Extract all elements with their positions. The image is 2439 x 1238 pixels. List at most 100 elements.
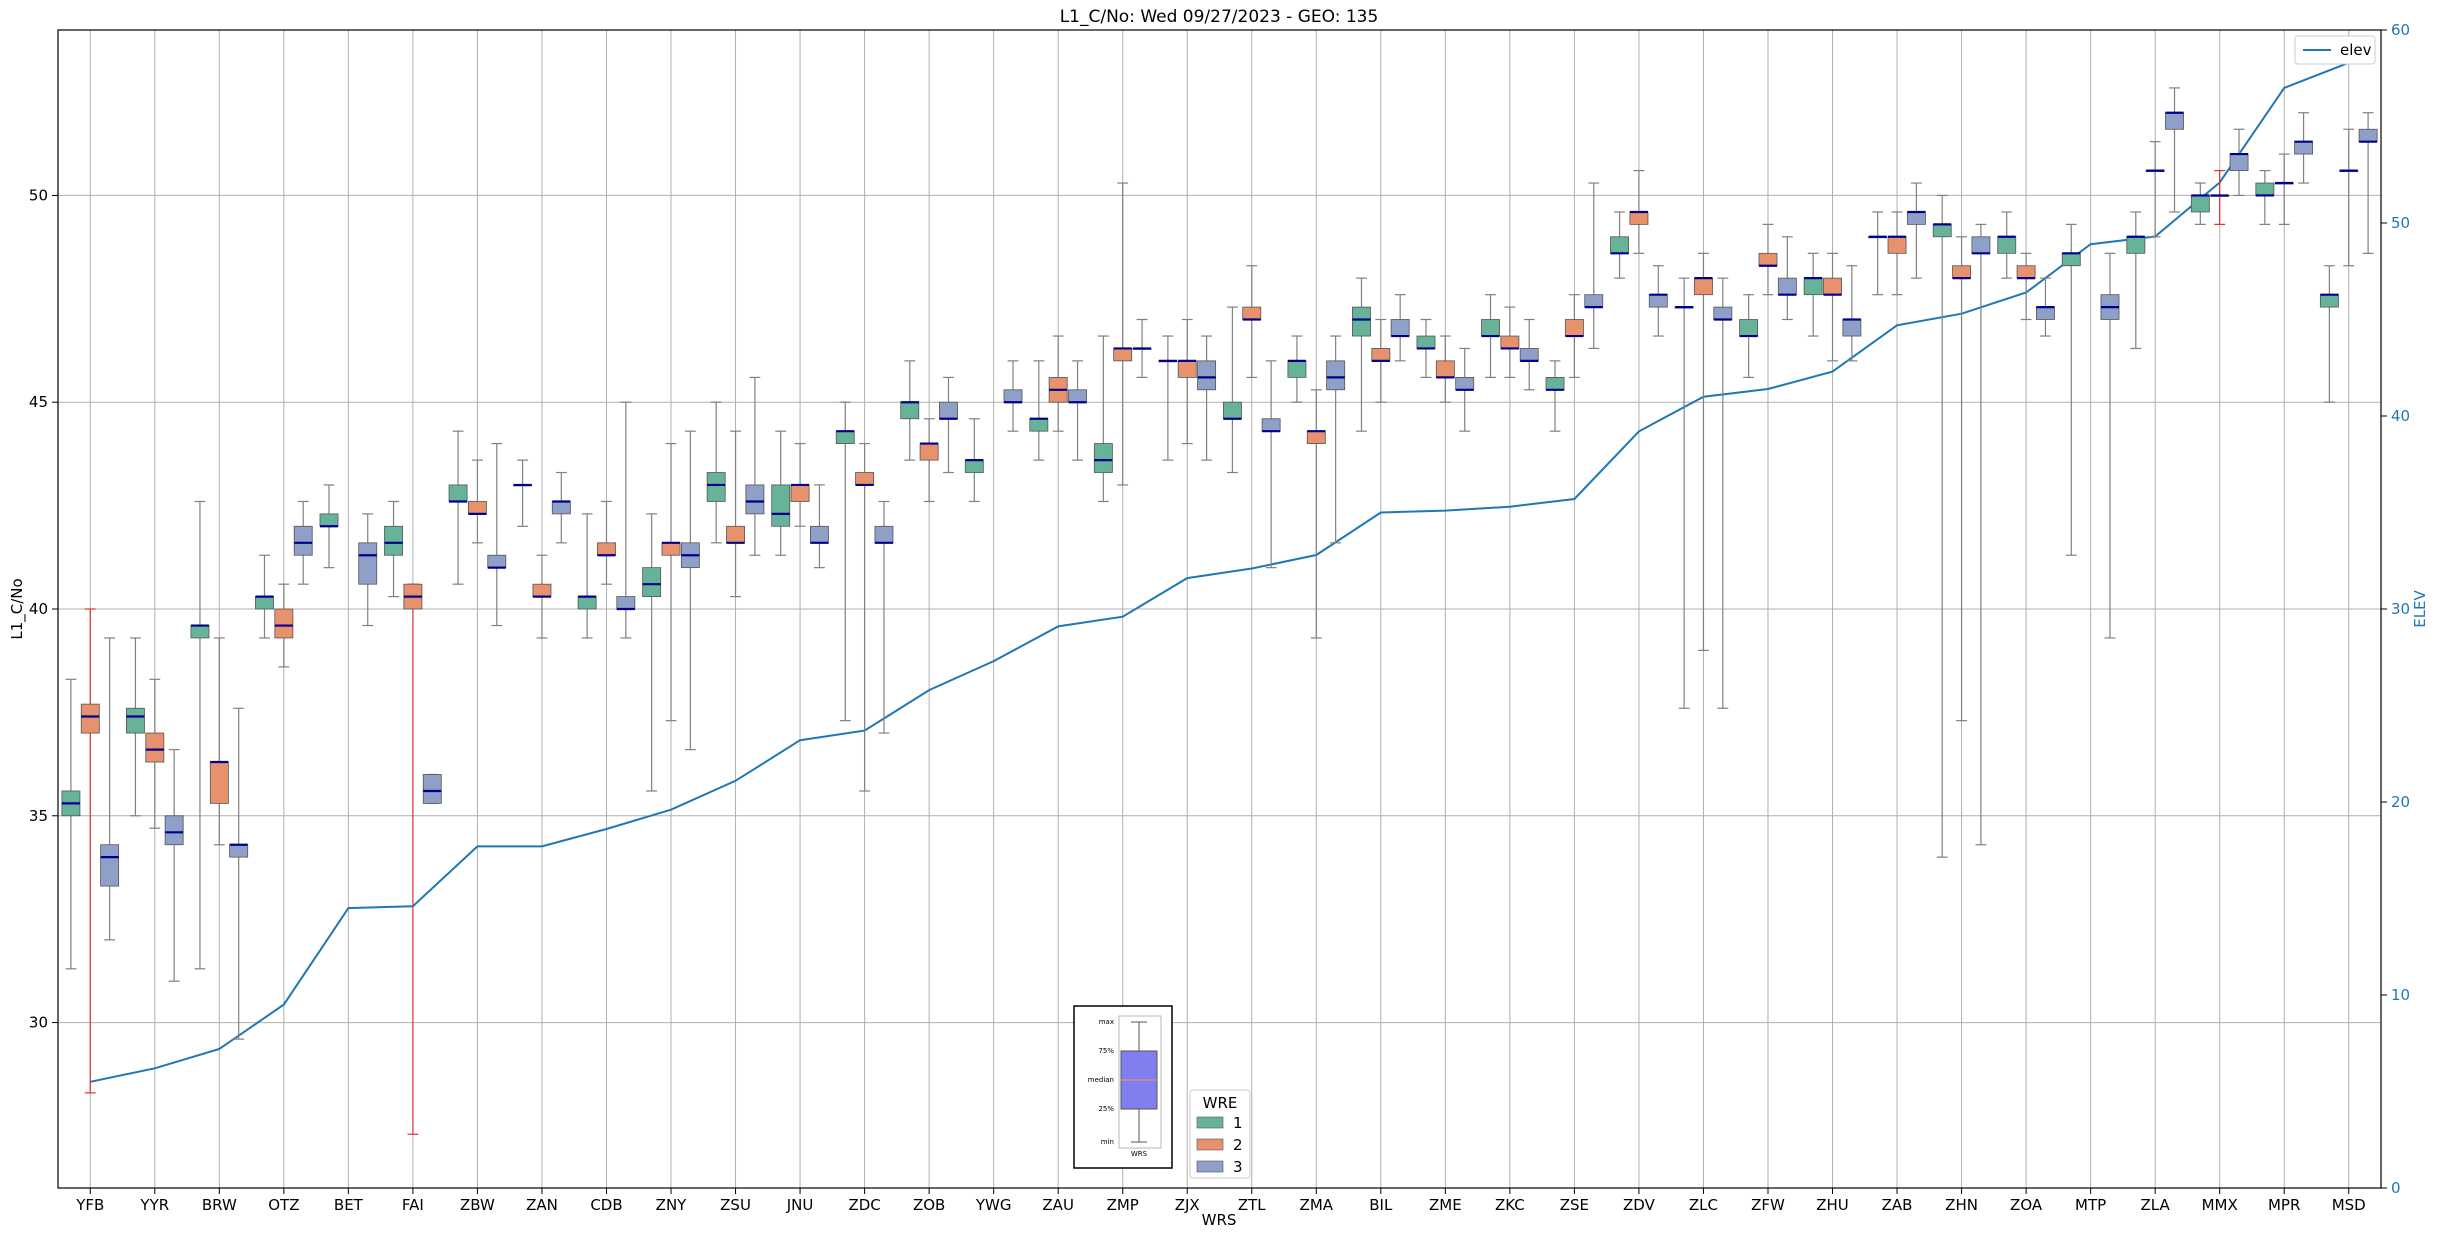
box-MMX-wre2: [2210, 170, 2230, 225]
box-iqr: [790, 484, 810, 502]
box-iqr: [2358, 128, 2378, 143]
box-iqr: [1906, 211, 1926, 225]
box-iqr: [1739, 319, 1759, 337]
box-iqr: [2126, 236, 2146, 254]
wre-legend: WRE 1 2 3: [1189, 1089, 1251, 1179]
box-YWG-wre1: [964, 418, 984, 503]
box-iqr: [100, 844, 120, 887]
box-ZLC-wre2: [1694, 252, 1713, 651]
x-tick-label: BIL: [1369, 1196, 1393, 1214]
box-BRW-wre1: [190, 500, 210, 970]
box-iqr: [384, 525, 403, 556]
elev-legend: elev: [2294, 35, 2376, 65]
x-tick-label: ZKC: [1495, 1196, 1525, 1214]
box-ZMA-wre2: [1306, 389, 1326, 639]
x-tick-label: ZBW: [460, 1196, 495, 1214]
box-iqr: [274, 608, 294, 639]
inset-xlabel: WRS: [1131, 1150, 1148, 1158]
box-iqr: [1545, 376, 1565, 391]
y-axis-label: L1_C/No: [8, 578, 27, 639]
box-iqr: [964, 459, 984, 473]
box-ZAN-wre1: [513, 459, 533, 527]
box-ZFW-wre1: [1739, 294, 1759, 378]
box-iqr: [1610, 236, 1630, 254]
box-BET-wre1: [319, 484, 339, 569]
box-ZDV-wre1: [1610, 211, 1630, 279]
box-iqr: [1390, 319, 1410, 337]
box-iqr: [874, 525, 894, 544]
box-BRW-wre3: [229, 707, 249, 1040]
y2-tick-label: 30: [2391, 600, 2410, 618]
box-MMX-wre3: [2229, 128, 2249, 197]
box-ZNY-wre3: [680, 430, 700, 751]
box-iqr: [255, 596, 274, 610]
box-iqr: [125, 707, 145, 734]
x-axis: YFB YYR BRW OTZ BET FAI ZBW ZAN CDB ZNY ZSU JNU ZDC Z…: [75, 1188, 2366, 1214]
box-YYR-wre2: [145, 678, 165, 829]
box-iqr: [1003, 389, 1023, 403]
x-tick-label: ZSU: [720, 1196, 751, 1214]
x-tick-label: MPR: [2268, 1196, 2300, 1214]
x-tick-label: ZAN: [526, 1196, 558, 1214]
box-iqr: [1758, 252, 1778, 267]
box-YYR-wre1: [125, 637, 145, 817]
y-tick-label: 50: [29, 186, 48, 204]
box-iqr: [597, 542, 616, 556]
x-tick-label: ZME: [1429, 1196, 1462, 1214]
box-iqr: [745, 484, 765, 515]
box-ZOB-wre2: [919, 418, 939, 503]
box-iqr: [1952, 265, 1972, 279]
x-tick-label: BRW: [202, 1196, 237, 1214]
box-JNU-wre1: [771, 430, 791, 556]
box-ZDV-wre2: [1629, 170, 1649, 254]
box-ZBW-wre3: [487, 442, 507, 627]
box-BIL-wre1: [1352, 277, 1371, 432]
box-FAI-wre2: [403, 583, 423, 1135]
box-ZFW-wre3: [1777, 236, 1797, 321]
box-iqr: [1093, 443, 1113, 473]
box-iqr: [939, 401, 958, 420]
box-ZSU-wre1: [706, 401, 726, 544]
box-ZJX-wre3: [1197, 335, 1217, 461]
box-iqr: [551, 501, 571, 515]
box-iqr: [1803, 277, 1823, 296]
inset-label-min: min: [1101, 1138, 1114, 1146]
box-ZHU-wre2: [1823, 252, 1842, 362]
box-iqr: [487, 554, 507, 569]
x-tick-label: ZNY: [656, 1196, 687, 1214]
box-ZAU-wre1: [1029, 360, 1049, 461]
box-ZJX-wre1: [1158, 335, 1178, 461]
x-tick-label: ZTL: [1238, 1196, 1266, 1214]
box-ZDC-wre2: [855, 442, 875, 792]
box-iqr: [2294, 141, 2314, 155]
box-ZLA-wre1: [2126, 211, 2146, 350]
y-tick-label: 30: [29, 1014, 48, 1032]
box-iqr: [1287, 360, 1307, 378]
box-ZBW-wre1: [448, 430, 468, 585]
box-iqr: [2255, 182, 2275, 196]
box-ZHN-wre1: [1932, 194, 1952, 858]
box-ZAU-wre3: [1068, 360, 1087, 461]
box-BET-wre3: [358, 513, 378, 627]
box-iqr: [726, 525, 745, 544]
box-ZKC-wre2: [1500, 306, 1520, 378]
box-OTZ-wre2: [274, 583, 294, 668]
box-ZLA-wre2: [2145, 141, 2165, 238]
box-iqr: [1371, 348, 1391, 362]
elev-legend-frame: [2294, 35, 2376, 65]
x-tick-label: OTZ: [268, 1196, 299, 1214]
box-iqr: [2036, 306, 2055, 320]
box-ZME-wre1: [1416, 318, 1436, 378]
box-BRW-wre2: [209, 637, 229, 846]
box-JNU-wre2: [790, 442, 810, 527]
box-ZDV-wre3: [1648, 265, 1668, 337]
box-ZSU-wre2: [726, 430, 745, 598]
y2-tick-label: 50: [2391, 214, 2410, 232]
box-iqr: [145, 732, 165, 763]
box-ZKC-wre3: [1519, 318, 1539, 391]
inset-label-75: 75%: [1098, 1047, 1114, 1055]
wre-legend-label-1: 1: [1233, 1114, 1243, 1132]
box-iqr: [422, 774, 442, 804]
box-layer: [61, 87, 2378, 1135]
